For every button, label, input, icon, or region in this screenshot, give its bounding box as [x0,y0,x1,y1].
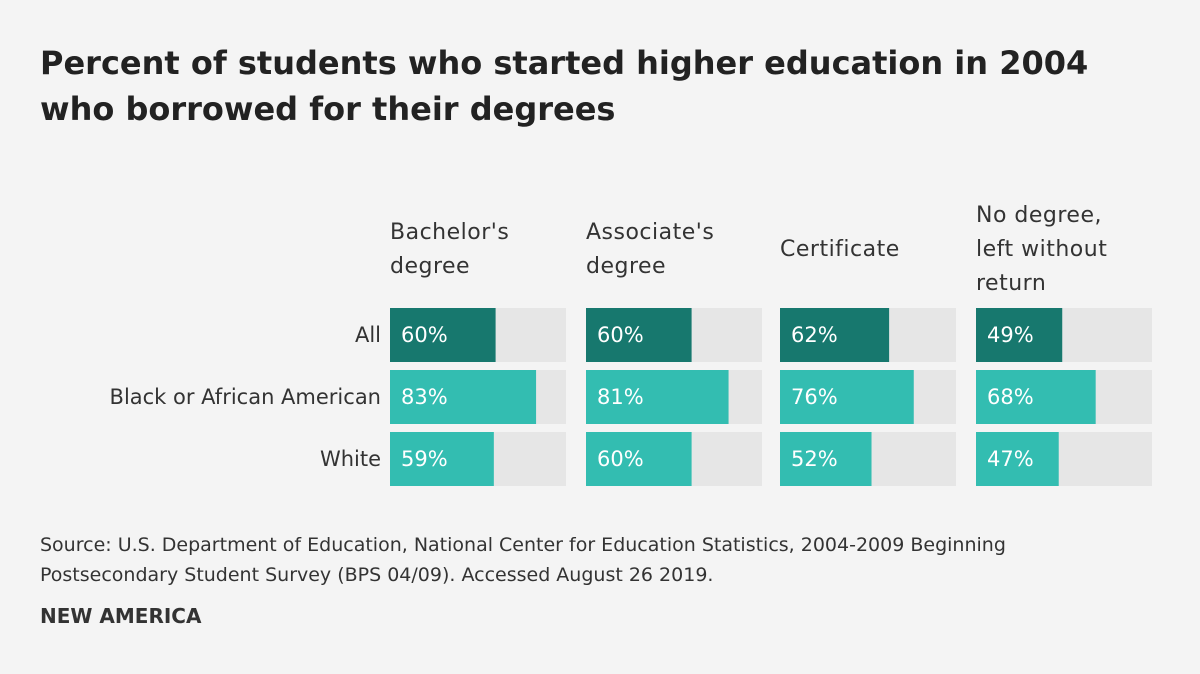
bar [976,370,1096,424]
value-label: 81% [597,385,644,409]
value-label: 76% [791,385,838,409]
source-note: Source: U.S. Department of Education, Na… [40,534,1006,586]
panel-header: Associate's degree [586,220,715,279]
bar [976,308,1063,362]
value-label: 83% [401,385,448,409]
bar [586,432,692,486]
row-label: White [320,447,381,471]
value-label: 49% [987,323,1034,347]
bar [780,370,914,424]
publisher: NEW AMERICA [40,604,202,628]
value-label: 60% [597,447,644,471]
bar [586,308,692,362]
chart-title: Percent of students who started higher e… [40,44,1089,128]
value-label: 60% [401,323,448,347]
value-label: 62% [791,323,838,347]
value-label: 59% [401,447,448,471]
bar [780,432,872,486]
value-label: 47% [987,447,1034,471]
bar [780,308,890,362]
row-label: Black or African American [110,385,381,409]
panel-header: Bachelor's degree [390,220,510,279]
bar [586,370,729,424]
value-label: 68% [987,385,1034,409]
bar [390,432,494,486]
row-label: All [355,323,381,347]
panel-header: No degree, left without return [976,203,1108,296]
bar [976,432,1059,486]
value-label: 52% [791,447,838,471]
value-label: 60% [597,323,644,347]
bar [390,308,496,362]
bar [390,370,537,424]
panel-header: Certificate [780,237,900,262]
